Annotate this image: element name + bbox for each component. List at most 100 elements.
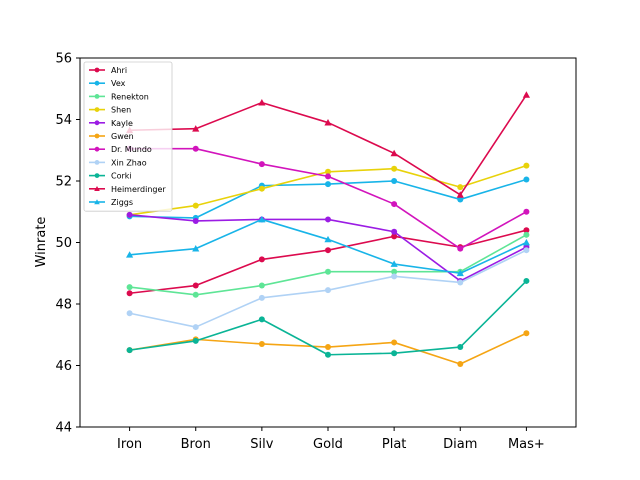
- x-tick-label: Gold: [313, 437, 343, 452]
- y-tick-label: 46: [55, 359, 72, 374]
- legend-box: [83, 61, 173, 212]
- legend-label: Dr. Mundo: [111, 145, 152, 154]
- legend-label: Renekton: [111, 92, 149, 101]
- data-point: [456, 269, 464, 277]
- legend-marker: [94, 186, 100, 192]
- data-point: [192, 145, 199, 152]
- legend-item-heimerdinger: Heimerdinger: [89, 185, 166, 194]
- x-tick-label: Silv: [250, 437, 273, 452]
- data-point: [325, 173, 331, 180]
- y-tick-label: 56: [55, 52, 72, 67]
- data-point: [523, 247, 530, 254]
- legend-item-renekton: Renekton: [89, 92, 149, 101]
- data-point: [457, 360, 464, 367]
- legend-marker: [94, 94, 100, 99]
- y-tick-label: 44: [55, 421, 72, 436]
- data-point: [258, 185, 265, 192]
- y-tick-label: 54: [55, 113, 72, 128]
- data-point: [258, 161, 265, 168]
- data-point: [258, 316, 265, 323]
- data-point: [456, 191, 464, 198]
- y-tick-label: 52: [55, 175, 72, 190]
- data-point: [325, 344, 331, 351]
- data-point: [523, 277, 530, 284]
- legend-marker: [94, 120, 100, 126]
- data-point: [192, 125, 200, 132]
- data-point: [126, 310, 133, 317]
- legend-marker: [94, 107, 100, 112]
- data-point: [523, 162, 530, 169]
- data-point: [325, 168, 331, 175]
- series-corki: [126, 277, 530, 358]
- data-point: [325, 247, 331, 254]
- data-point: [457, 344, 464, 351]
- legend-marker: [94, 146, 100, 152]
- legend-label: Heimerdinger: [111, 185, 166, 194]
- data-point: [258, 215, 266, 223]
- data-point: [391, 233, 398, 240]
- data-point: [391, 201, 398, 208]
- data-point: [390, 149, 398, 157]
- legend-marker: [94, 199, 100, 205]
- data-point: [126, 251, 134, 258]
- legend-label: Shen: [111, 106, 131, 115]
- data-point: [126, 347, 133, 354]
- data-point: [192, 337, 199, 344]
- data-point: [324, 235, 332, 243]
- legend-item-ziggs: Ziggs: [89, 198, 133, 207]
- legend-item-kayle: Kayle: [89, 119, 133, 128]
- legend-marker: [94, 133, 100, 139]
- legend-label: Vex: [111, 79, 126, 88]
- y-axis: 44 46 48 50 52 54 56: [55, 52, 80, 436]
- data-point: [258, 98, 266, 106]
- data-point: [192, 245, 200, 252]
- data-point: [258, 294, 265, 301]
- data-point: [325, 268, 331, 275]
- data-point: [522, 91, 530, 98]
- series-xin-zhao: [126, 247, 530, 331]
- legend-item-corki: Corki: [89, 172, 132, 181]
- data-point: [325, 287, 331, 294]
- legend-label: Gwen: [111, 132, 134, 141]
- x-tick-label: Iron: [117, 437, 142, 452]
- legend-label: Kayle: [111, 119, 133, 128]
- data-point: [523, 231, 530, 238]
- data-point: [391, 228, 398, 235]
- y-tick-label: 48: [55, 298, 72, 313]
- data-point: [325, 181, 331, 188]
- legend: Ahri Vex Renekton Shen Kayle Gwen Dr. Mundo Xin…: [83, 61, 173, 212]
- legend-item-ahri: Ahri: [89, 66, 127, 75]
- data-point: [192, 202, 199, 209]
- legend-marker: [94, 67, 100, 73]
- legend-marker: [94, 173, 100, 179]
- data-point: [391, 178, 398, 184]
- data-point: [457, 245, 464, 252]
- legend-label: Ahri: [111, 66, 127, 75]
- data-point: [192, 324, 199, 331]
- data-point: [324, 118, 332, 126]
- legend-marker: [94, 80, 100, 86]
- y-tick-label: 50: [55, 236, 72, 251]
- data-point: [457, 279, 464, 286]
- data-point: [126, 284, 133, 291]
- data-point: [523, 208, 530, 215]
- data-point: [457, 196, 464, 203]
- legend-item-shen: Shen: [89, 106, 131, 115]
- legend-label: Xin Zhao: [111, 158, 147, 167]
- data-point: [325, 216, 331, 223]
- data-point: [192, 282, 199, 289]
- data-point: [192, 217, 199, 224]
- data-point: [391, 339, 398, 346]
- data-point: [192, 291, 199, 298]
- series-ziggs: [126, 215, 530, 277]
- data-point: [258, 340, 265, 347]
- data-point: [523, 330, 530, 337]
- legend-item-gwen: Gwen: [89, 132, 134, 141]
- y-axis-label: Winrate: [34, 217, 49, 268]
- data-point: [523, 227, 530, 234]
- legend-marker: [94, 160, 100, 165]
- series-layer: [126, 91, 530, 367]
- x-tick-label: Mas+: [508, 437, 545, 452]
- legend-label: Ziggs: [111, 198, 133, 207]
- data-point: [126, 290, 133, 297]
